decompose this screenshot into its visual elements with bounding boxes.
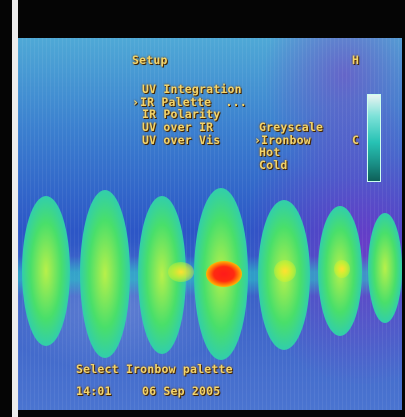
corner-label-h: H (352, 53, 360, 67)
menu-title: Setup (132, 53, 168, 67)
heat-blob (22, 196, 70, 346)
status-message: Select Ironbow palette (76, 362, 233, 376)
palette-option-ironbow[interactable]: Ironbow (261, 133, 311, 147)
palette-option-greyscale[interactable]: Greyscale (259, 120, 324, 134)
thermal-camera-view (18, 38, 402, 410)
menu-item-ir-palette[interactable]: IR Palette ... (140, 95, 247, 109)
left-frame-border (12, 0, 18, 417)
palette-option-hot[interactable]: Hot (259, 145, 281, 159)
hot-spot (206, 261, 242, 287)
palette-option-cursor: › (254, 133, 262, 147)
palette-option-cold[interactable]: Cold (259, 158, 288, 172)
timestamp-time: 14:01 (76, 384, 112, 398)
menu-item-uv-over-ir[interactable]: UV over IR (142, 120, 214, 134)
warm-spot (168, 262, 194, 282)
heat-blob (80, 190, 130, 358)
warm-spot (274, 260, 296, 282)
heat-blob (368, 213, 402, 323)
menu-item-uv-over-vis[interactable]: UV over Vis (142, 133, 221, 147)
menu-item-uv-integration[interactable]: UV Integration (142, 82, 242, 96)
corner-label-c: C (352, 133, 360, 147)
palette-scale-bar (367, 94, 381, 182)
timestamp-date: 06 Sep 2005 (142, 384, 221, 398)
menu-item-ir-polarity[interactable]: IR Polarity (142, 107, 221, 121)
warm-spot (334, 260, 350, 278)
menu-cursor: › (132, 95, 140, 109)
